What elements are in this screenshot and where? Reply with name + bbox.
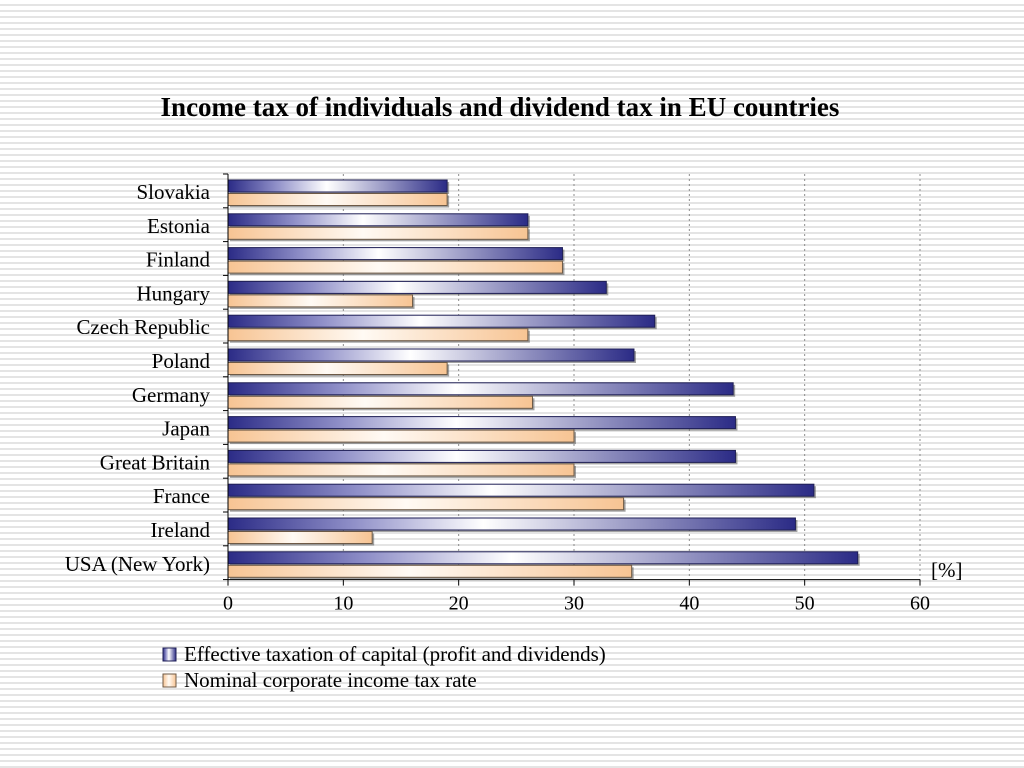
category-label-8: Great Britain	[100, 450, 211, 474]
x-tick-label-1: 10	[333, 593, 353, 615]
category-label-9: France	[153, 484, 210, 508]
x-tick-label-4: 40	[679, 593, 699, 615]
bar-effective-9	[227, 483, 815, 497]
category-label-11: USA (New York)	[65, 552, 210, 576]
x-tick-label-0: 0	[223, 593, 233, 615]
x-tick-label-3: 30	[564, 593, 584, 615]
bar-nominal-7	[227, 429, 575, 443]
bar-effective-10	[227, 517, 796, 531]
bar-effective-4	[227, 314, 656, 328]
bar-effective-8	[227, 449, 736, 463]
x-tick-label-6: 60	[910, 593, 930, 615]
category-labels: Slovakia Estonia Finland Hungary Czech Repub…	[65, 180, 211, 576]
bar-effective-11	[227, 551, 859, 565]
category-label-2: Finland	[146, 248, 211, 272]
bar-effective-7	[227, 416, 736, 430]
bar-nominal-0	[227, 193, 448, 206]
bar-effective-2	[227, 247, 563, 261]
category-label-10: Ireland	[151, 518, 211, 542]
bar-nominal-9	[227, 497, 625, 511]
category-label-4: Czech Republic	[76, 315, 210, 339]
bar-nominal-5	[227, 362, 448, 375]
legend-swatch-0	[162, 647, 177, 662]
category-label-7: Japan	[162, 417, 210, 441]
tick-labels: 0 10 20 30 40 50 60	[223, 593, 930, 615]
bar-nominal-3	[227, 294, 414, 308]
bars	[227, 179, 860, 580]
bar-nominal-10	[227, 531, 373, 544]
bar-effective-3	[227, 280, 607, 294]
legend-label-0: Effective taxation of capital (profit an…	[184, 642, 606, 666]
category-label-0: Slovakia	[137, 180, 211, 204]
bar-effective-0	[227, 179, 448, 193]
category-label-6: Germany	[132, 383, 211, 407]
bar-nominal-6	[227, 395, 533, 409]
chart-title: Income tax of individuals and dividend t…	[160, 92, 840, 122]
x-tick-label-5: 50	[795, 593, 815, 615]
bar-nominal-11	[227, 564, 633, 578]
bar-effective-5	[227, 348, 635, 362]
category-label-3: Hungary	[137, 281, 211, 305]
bar-nominal-1	[227, 226, 529, 240]
category-label-5: Poland	[152, 349, 211, 373]
legend: Effective taxation of capital (profit an…	[162, 642, 606, 692]
bar-effective-6	[227, 382, 734, 396]
unit-label: [%]	[931, 558, 962, 582]
x-tick-label-2: 20	[449, 593, 469, 615]
category-label-1: Estonia	[147, 214, 211, 238]
bar-nominal-2	[227, 260, 563, 274]
legend-swatch-1	[162, 673, 177, 688]
axes	[223, 173, 921, 586]
bar-nominal-8	[227, 463, 575, 477]
legend-label-1: Nominal corporate income tax rate	[184, 668, 477, 692]
bar-effective-1	[227, 213, 529, 227]
bar-nominal-4	[227, 328, 529, 342]
